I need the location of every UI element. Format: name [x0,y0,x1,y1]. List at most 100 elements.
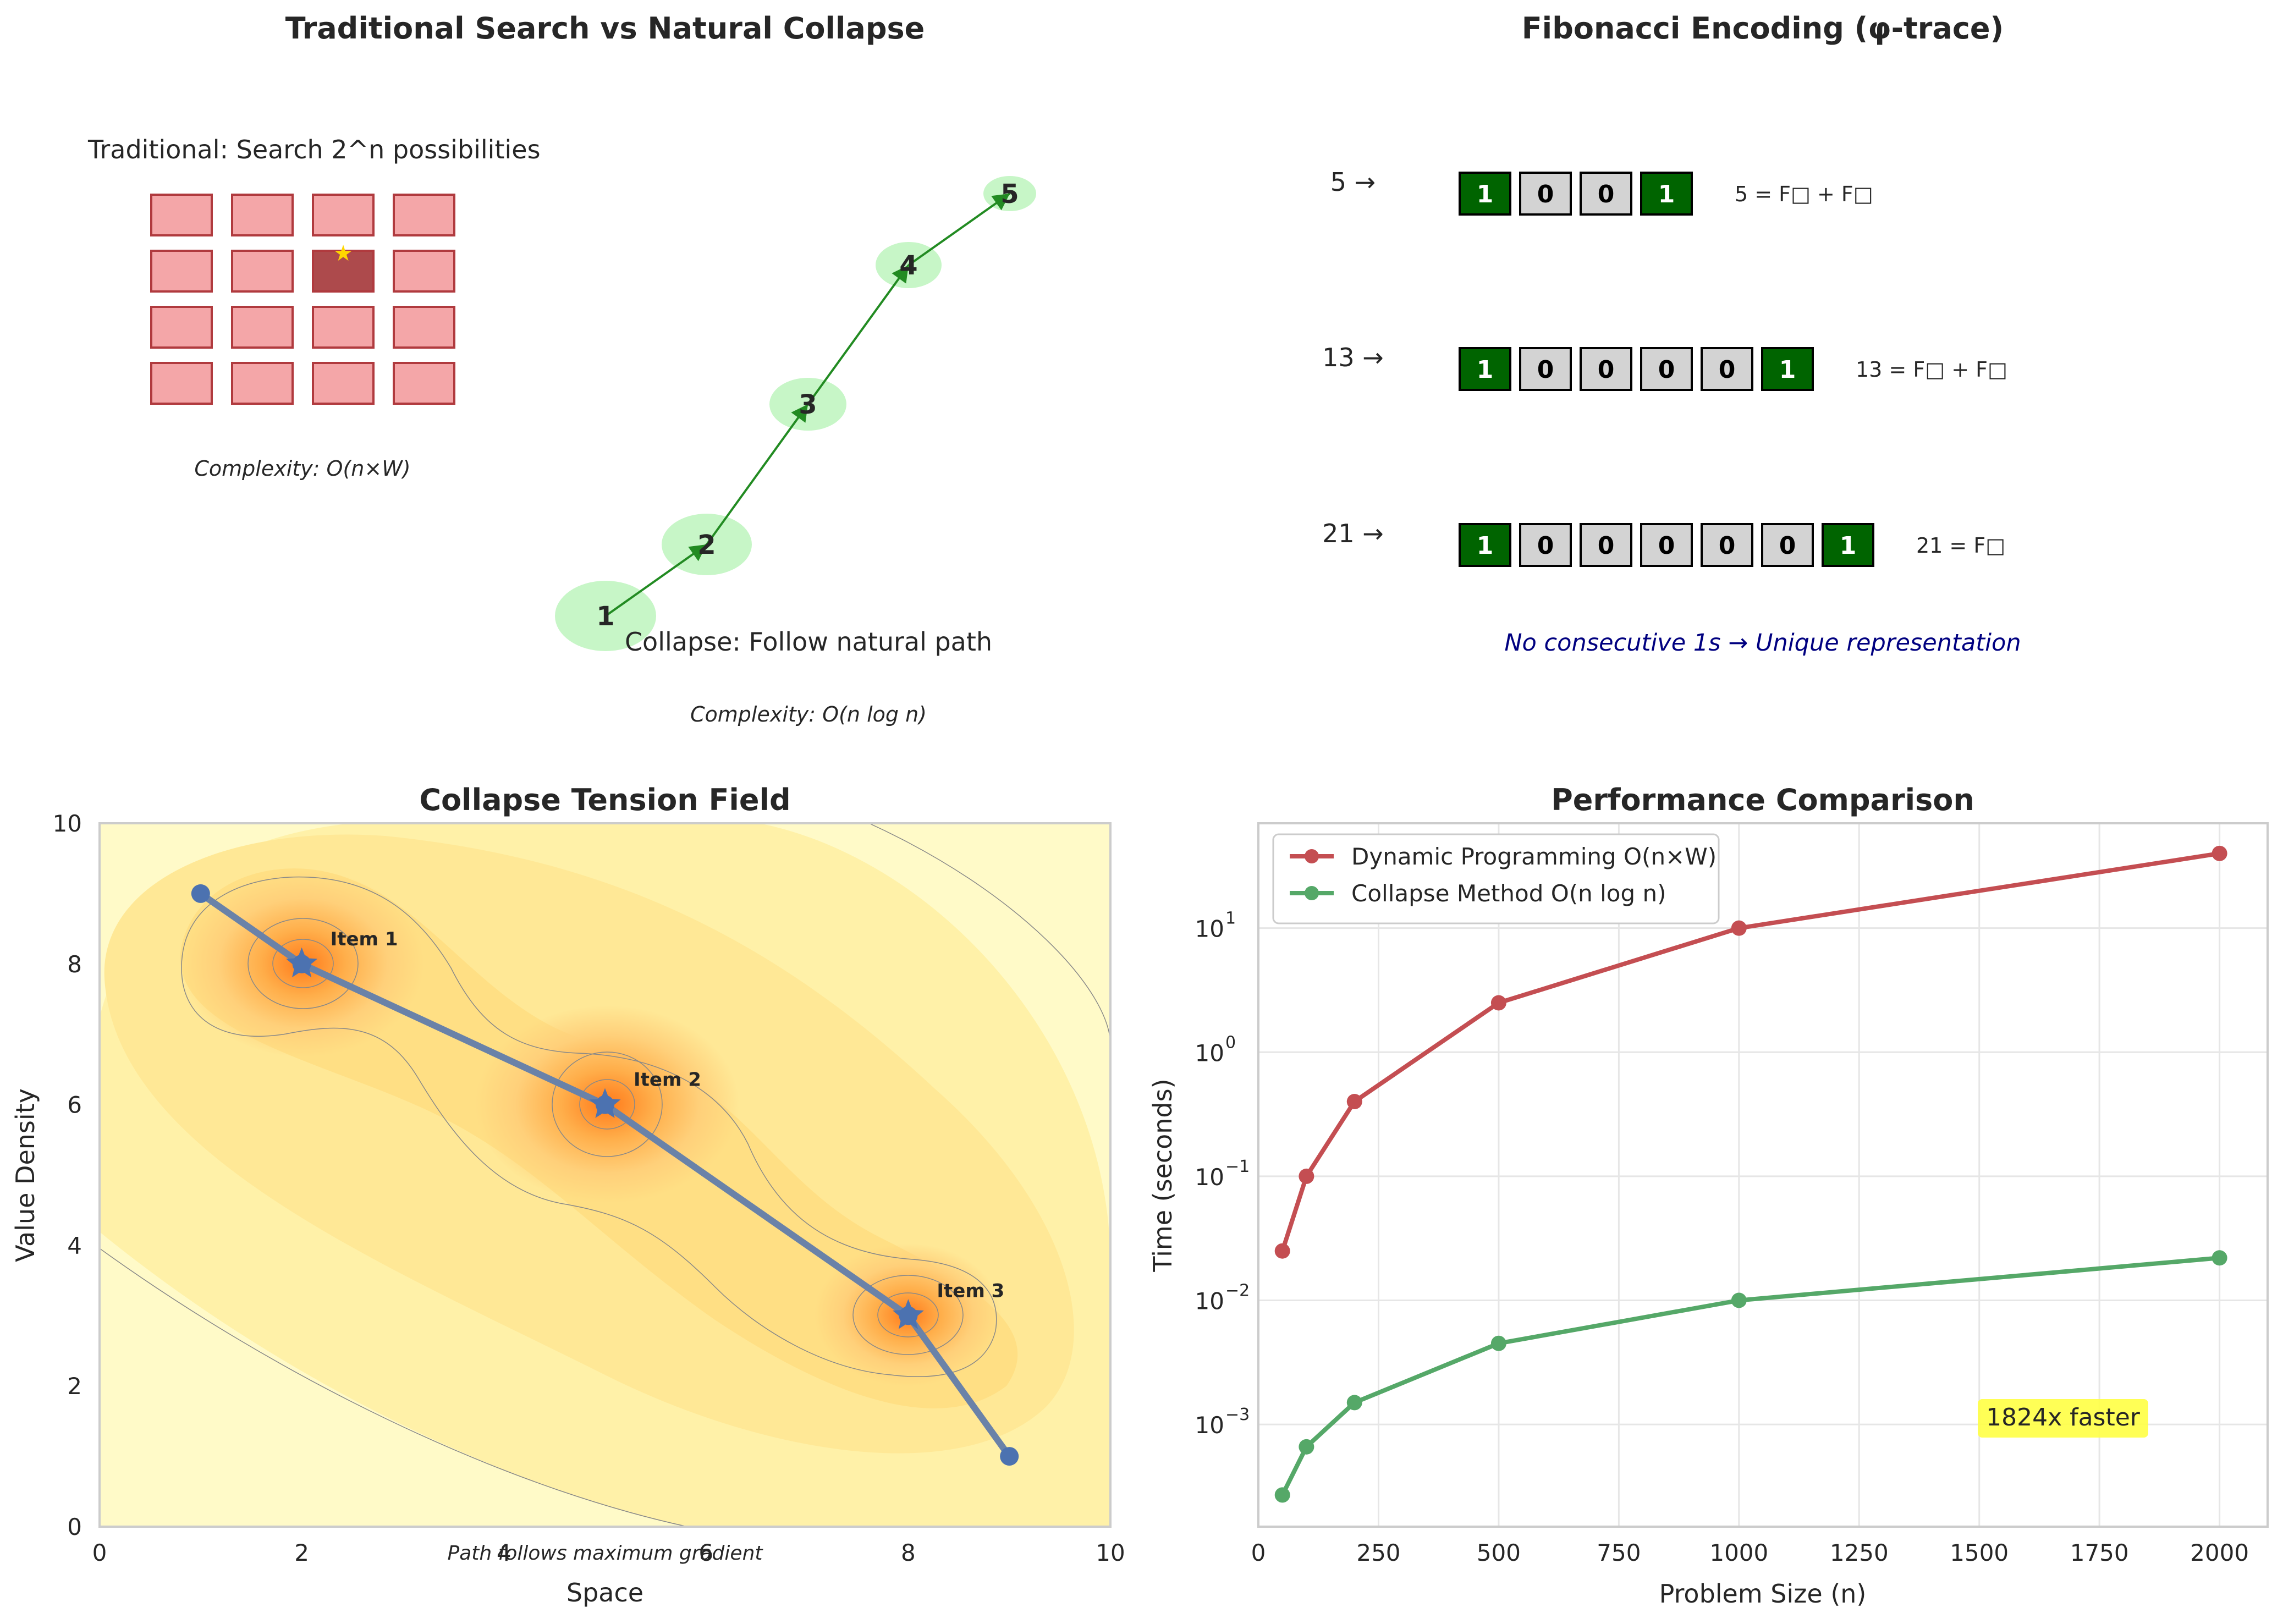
fib-bit-box [1761,523,1814,567]
grid-cell [231,306,294,349]
grid-cell [393,250,455,293]
fib-bit-value: 1 [1779,356,1796,384]
collapse-series-point [2212,1250,2227,1266]
fib-bit-value: 0 [1598,356,1615,384]
collapse-series-point [1346,1395,1362,1411]
contour-line [852,1275,964,1355]
gradient-path-point [191,884,210,903]
performance-xtick-label: 1000 [1709,1539,1768,1566]
legend-label-collapse: Collapse Method O(n log n) [1351,880,1666,907]
fib-bit-value: 0 [1537,356,1554,384]
path-node-label: 5 [1000,179,1019,210]
fib-bit-value: 1 [1840,532,1857,560]
fib-bit-value: 0 [1658,356,1675,384]
performance-xtick-label: 250 [1356,1539,1400,1566]
fib-equation: 21 = F□ [1916,533,2005,558]
tension-ytick-label: 4 [67,1232,82,1259]
tension-axes: 0 2 4 6 8 10 0 2 4 6 8 10 [53,810,1125,1566]
path-edge [706,403,809,546]
item-star-icon [286,947,318,978]
fib-row-label: 21 → [1322,519,1384,548]
legend-box [1272,833,1720,924]
speedup-badge-text: 1824x faster [1986,1403,2141,1432]
path-edge [907,192,1011,266]
performance-ytick-exponent: 0 [1225,1033,1236,1052]
fib-bit-box [1640,523,1693,567]
panel-fibonacci: Fibonacci Encoding (φ-trace) 5 → 1 0 0 1 5 = … [1322,11,2021,657]
path-arrowhead-icon [892,265,909,284]
performance-xtick-label: 0 [1251,1539,1266,1566]
target-star-icon: ★ [333,241,353,266]
performance-xtick-label: 750 [1597,1539,1641,1566]
tension-title: Collapse Tension Field [419,783,790,817]
tension-ytick-label: 6 [67,1092,82,1119]
fib-bit-box [1640,347,1693,391]
fib-bit-box [1701,523,1753,567]
tension-ytick-label: 8 [67,951,82,978]
contour-line [579,1079,635,1130]
panel-fibonacci-title: Fibonacci Encoding (φ-trace) [1522,11,2004,46]
contour-line [100,1248,688,1527]
tension-ytick-label: 0 [67,1513,82,1540]
collapse-complexity: Complexity: O(n log n) [690,702,927,726]
fib-bit-box [1519,172,1572,216]
fib-bit-box [1459,523,1511,567]
fib-bit-value: 1 [1658,180,1675,208]
fib-bit-value: 0 [1719,356,1736,384]
fib-bit-value: 1 [1477,180,1494,208]
tension-xlabel: Space [566,1578,643,1608]
performance-ytick-exponent: −2 [1225,1281,1250,1301]
grid-cell [231,194,294,236]
grid-cell [312,362,375,405]
dp-series-point [1731,920,1747,936]
tension-marks: Item 1 Item 2 Item 3 [191,884,1019,1466]
grid-cell [150,306,213,349]
path-arrowhead-icon [991,194,1010,211]
dp-series-point [1490,995,1506,1011]
path-node-label: 4 [899,250,917,281]
dp-series-point [2212,845,2227,861]
fib-bit-box [1580,347,1632,391]
fib-bit-value: 0 [1779,532,1796,560]
grid-cell [231,250,294,293]
performance-plot-frame [1257,822,2269,1528]
path-node-label: 2 [697,530,716,560]
collapse-series-point [1731,1292,1747,1308]
contour-line [877,1292,939,1337]
tension-xtick-label: 8 [901,1539,916,1566]
tension-xtick-label: 6 [698,1539,713,1566]
fib-bit-value: 0 [1719,532,1736,560]
fib-row-label: 13 → [1322,343,1384,372]
fib-bit-box [1459,347,1511,391]
tension-xtick-label: 4 [497,1539,511,1566]
fib-bit-box [1519,347,1572,391]
collapse-series-line [1280,1256,2220,1496]
performance-grid [1257,823,2268,1527]
contour-line [552,1052,663,1157]
performance-xlabel: Problem Size (n) [1659,1579,1867,1609]
panel-performance: Performance Comparison 0 250 500 750 1000 125… [1148,783,2269,1609]
contour-line [181,876,997,1377]
legend-marker-dp [1305,849,1319,863]
fib-bit-box [1580,523,1632,567]
performance-ytick-label: 10 [1195,1288,1224,1315]
gradient-path-point [1000,1447,1019,1466]
item-label: Item 3 [937,1280,1004,1302]
performance-ylabel: Time (seconds) [1148,1078,1178,1272]
performance-axes: 0 250 500 750 1000 1250 1500 1750 200010−310−210… [1195,909,2249,1566]
fib-bit-value: 1 [1477,356,1494,384]
tension-note: Path follows maximum gradient [448,1542,764,1565]
item-label: Item 2 [634,1069,701,1091]
fib-bit-box [1580,172,1632,216]
performance-xtick-label: 2000 [2190,1539,2249,1566]
fib-equation: 5 = F□ + F□ [1735,182,1873,206]
grid-cell [150,194,213,236]
grid-cell [150,362,213,405]
fib-bit-value: 0 [1537,532,1554,560]
performance-ytick-label: 10 [1195,1039,1224,1066]
collapse-series-point [1490,1335,1506,1351]
path-arrowhead-icon [688,544,707,561]
path-node-label: 3 [799,389,817,420]
